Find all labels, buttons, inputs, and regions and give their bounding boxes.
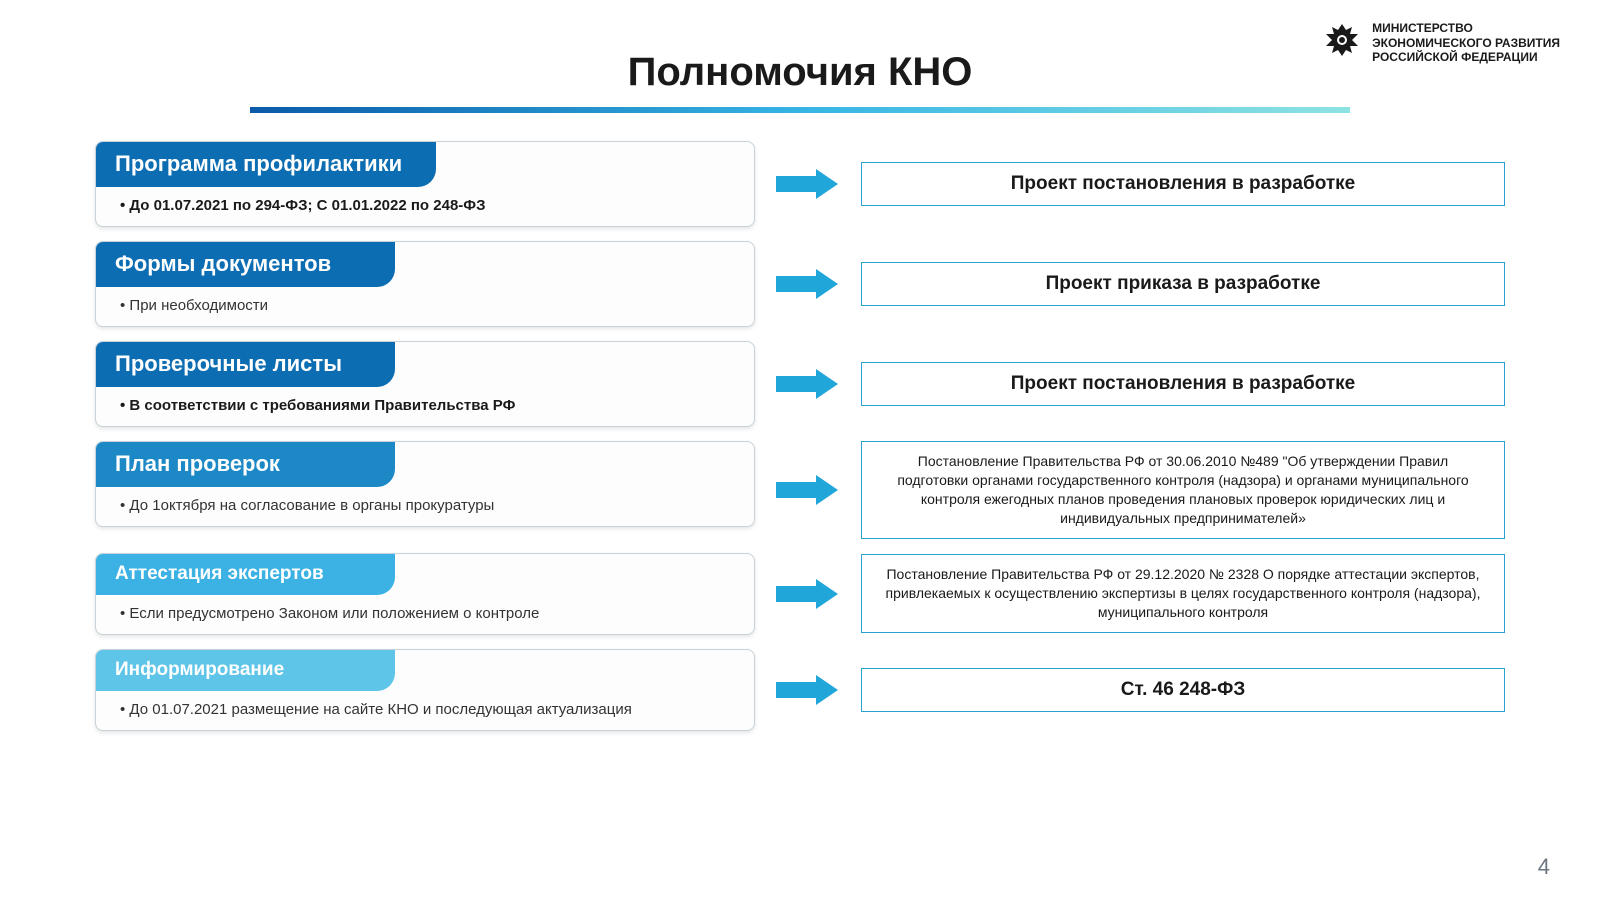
card-tab-title: План проверок bbox=[95, 441, 395, 487]
right-status-box: Проект постановления в разработке bbox=[861, 162, 1505, 206]
card-tab-title: Формы документов bbox=[95, 241, 395, 287]
left-card: Проверочные листы• В соответствии с треб… bbox=[95, 341, 755, 427]
arrow-cell bbox=[773, 241, 843, 327]
card-bullet: • Если предусмотрено Законом или положен… bbox=[96, 595, 754, 634]
arrow-cell bbox=[773, 341, 843, 427]
left-card: Информирование• До 01.07.2021 размещение… bbox=[95, 649, 755, 731]
left-card: План проверок• До 1октября на согласован… bbox=[95, 441, 755, 527]
arrow-cell bbox=[773, 441, 843, 539]
arrow-right-icon bbox=[776, 169, 840, 199]
powers-row: Аттестация экспертов• Если предусмотрено… bbox=[95, 553, 1505, 635]
ministry-logo-block: МИНИСТЕРСТВО ЭКОНОМИЧЕСКОГО РАЗВИТИЯ РОС… bbox=[1322, 20, 1560, 66]
card-tab-title: Программа профилактики bbox=[95, 141, 436, 187]
powers-row: Формы документов• При необходимости Проек… bbox=[95, 241, 1505, 327]
page-number: 4 bbox=[1538, 854, 1550, 880]
right-status-box: Проект приказа в разработке bbox=[861, 262, 1505, 306]
left-card: Формы документов• При необходимости bbox=[95, 241, 755, 327]
arrow-right-icon bbox=[776, 675, 840, 705]
ministry-line3: РОССИЙСКОЙ ФЕДЕРАЦИИ bbox=[1372, 50, 1560, 64]
arrow-cell bbox=[773, 141, 843, 227]
content-area: Программа профилактики• До 01.07.2021 по… bbox=[0, 141, 1600, 731]
left-column: Формы документов• При необходимости bbox=[95, 241, 755, 327]
right-status-box: Проект постановления в разработке bbox=[861, 362, 1505, 406]
right-column: Постановление Правительства РФ от 29.12.… bbox=[861, 553, 1505, 635]
eagle-emblem-icon bbox=[1322, 20, 1362, 66]
arrow-right-icon bbox=[776, 269, 840, 299]
card-bullet: • В соответствии с требованиями Правител… bbox=[96, 387, 754, 426]
card-bullet: • До 1октября на согласование в органы п… bbox=[96, 487, 754, 526]
card-tab-title: Информирование bbox=[95, 649, 395, 691]
arrow-right-icon bbox=[776, 475, 840, 505]
right-status-box: Постановление Правительства РФ от 30.06.… bbox=[861, 441, 1505, 539]
left-column: План проверок• До 1октября на согласован… bbox=[95, 441, 755, 539]
arrow-cell bbox=[773, 553, 843, 635]
ministry-text: МИНИСТЕРСТВО ЭКОНОМИЧЕСКОГО РАЗВИТИЯ РОС… bbox=[1372, 21, 1560, 64]
left-column: Информирование• До 01.07.2021 размещение… bbox=[95, 649, 755, 731]
right-column: Ст. 46 248-ФЗ bbox=[861, 649, 1505, 731]
ministry-line1: МИНИСТЕРСТВО bbox=[1372, 21, 1560, 35]
powers-row: Проверочные листы• В соответствии с треб… bbox=[95, 341, 1505, 427]
title-underline bbox=[250, 107, 1350, 113]
card-bullet: • При необходимости bbox=[96, 287, 754, 326]
ministry-line2: ЭКОНОМИЧЕСКОГО РАЗВИТИЯ bbox=[1372, 36, 1560, 50]
right-status-box: Ст. 46 248-ФЗ bbox=[861, 668, 1505, 712]
card-bullet: • До 01.07.2021 по 294-ФЗ; С 01.01.2022 … bbox=[96, 187, 754, 226]
powers-row: Информирование• До 01.07.2021 размещение… bbox=[95, 649, 1505, 731]
left-column: Аттестация экспертов• Если предусмотрено… bbox=[95, 553, 755, 635]
left-column: Проверочные листы• В соответствии с треб… bbox=[95, 341, 755, 427]
right-column: Проект постановления в разработке bbox=[861, 141, 1505, 227]
right-column: Проект приказа в разработке bbox=[861, 241, 1505, 327]
arrow-right-icon bbox=[776, 369, 840, 399]
right-column: Проект постановления в разработке bbox=[861, 341, 1505, 427]
left-column: Программа профилактики• До 01.07.2021 по… bbox=[95, 141, 755, 227]
left-card: Программа профилактики• До 01.07.2021 по… bbox=[95, 141, 755, 227]
card-bullet: • До 01.07.2021 размещение на сайте КНО … bbox=[96, 691, 754, 730]
card-tab-title: Проверочные листы bbox=[95, 341, 395, 387]
powers-row: План проверок• До 1октября на согласован… bbox=[95, 441, 1505, 539]
arrow-right-icon bbox=[776, 579, 840, 609]
card-tab-title: Аттестация экспертов bbox=[95, 553, 395, 595]
left-card: Аттестация экспертов• Если предусмотрено… bbox=[95, 553, 755, 635]
arrow-cell bbox=[773, 649, 843, 731]
powers-row: Программа профилактики• До 01.07.2021 по… bbox=[95, 141, 1505, 227]
right-status-box: Постановление Правительства РФ от 29.12.… bbox=[861, 554, 1505, 633]
right-column: Постановление Правительства РФ от 30.06.… bbox=[861, 441, 1505, 539]
